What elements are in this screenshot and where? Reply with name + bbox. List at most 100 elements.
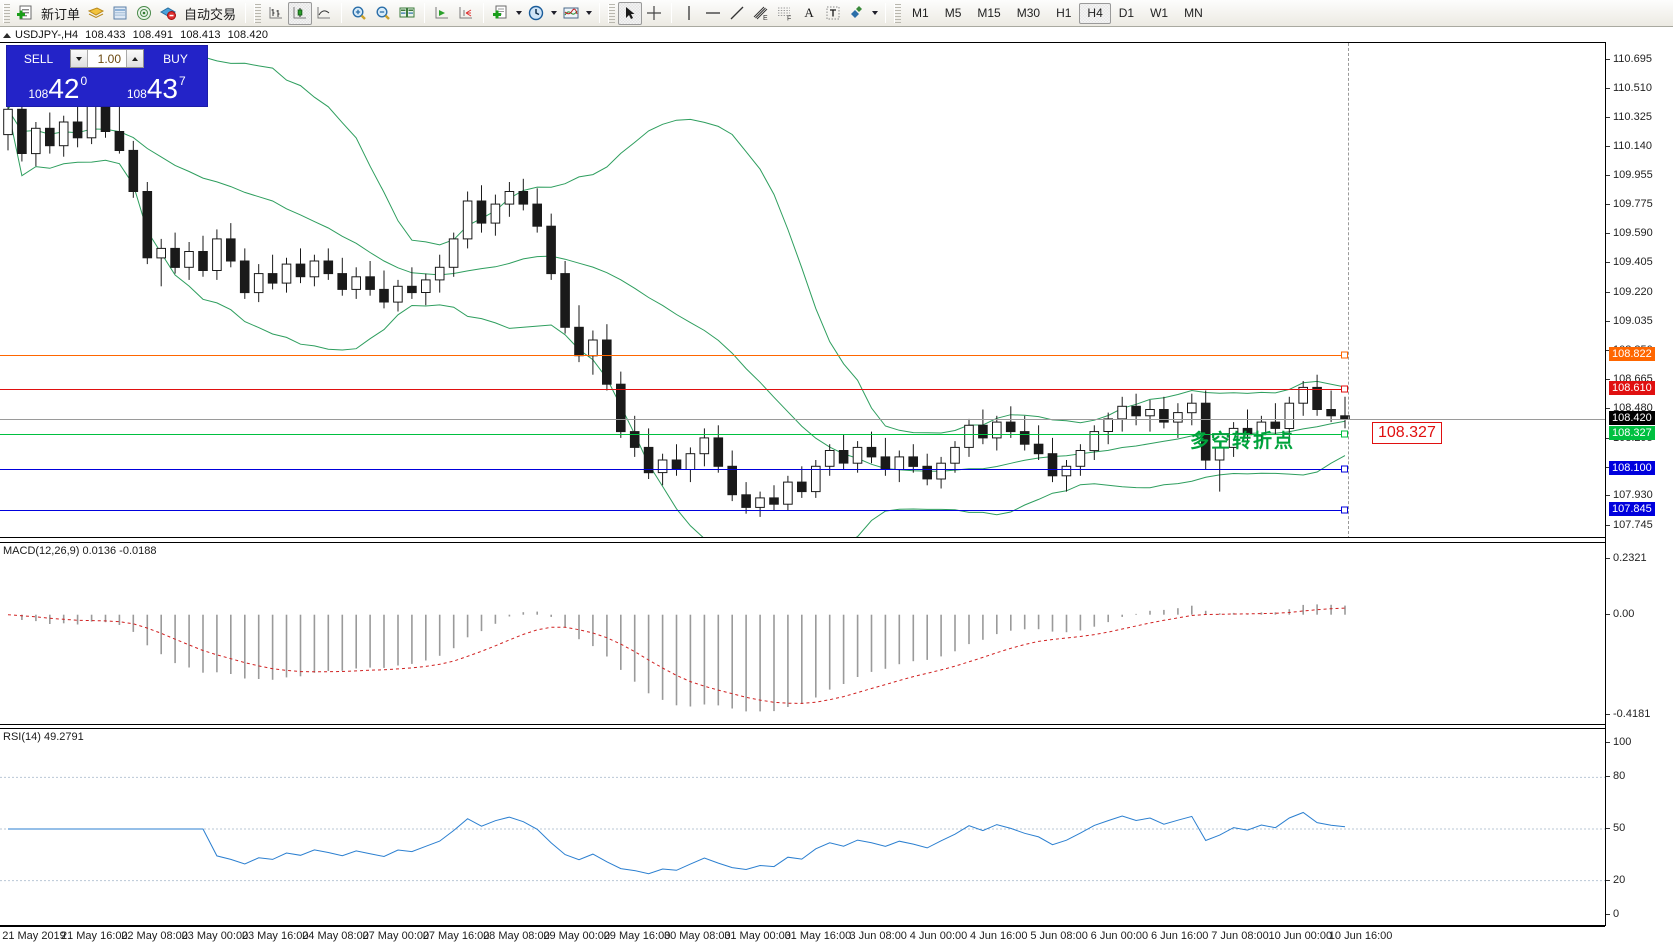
candle (128, 140, 139, 198)
line-chart-icon[interactable] (312, 2, 336, 25)
candle (1256, 415, 1267, 448)
sell-price-prefix: 108 (28, 87, 49, 101)
price-level-badge[interactable]: 107.845 (1609, 501, 1655, 516)
toolbar-grip[interactable] (254, 3, 262, 23)
buy-price[interactable]: 108 43 7 (109, 69, 205, 104)
equidistant-channel-icon[interactable]: E (749, 2, 773, 25)
price-axis[interactable]: 110.695 110.510 110.325 110.140 109.955 109.7… (1605, 42, 1673, 926)
trendline-icon[interactable] (725, 2, 749, 25)
timeframe-w1[interactable]: W1 (1150, 6, 1169, 20)
symbol-info-bar: USDJPY-,H4 108.433 108.491 108.413 108.4… (0, 28, 268, 42)
sell-price[interactable]: 108 42 0 (10, 69, 106, 104)
new-order-label[interactable]: 新订单 (41, 7, 81, 23)
time-axis-label: 10 Jun 00:00 (1268, 930, 1333, 942)
time-axis-label: 23 May 16:00 (241, 930, 309, 942)
timeframe-m30[interactable]: M30 (1016, 6, 1041, 20)
timeframe-h4[interactable]: H4 (1079, 2, 1111, 24)
price-axis-tick (1606, 408, 1610, 410)
time-axis-label: 23 May 00:00 (181, 930, 249, 942)
timeframe-m1[interactable]: M1 (912, 6, 929, 20)
price-level-line[interactable] (0, 509, 1348, 511)
zoom-out-icon[interactable] (371, 2, 395, 25)
chart-shift-icon[interactable] (430, 2, 454, 25)
market-watch-icon[interactable] (108, 2, 132, 25)
candle (1159, 396, 1169, 429)
horizontal-line-icon[interactable] (701, 2, 725, 25)
price-level-handle[interactable] (1341, 465, 1348, 473)
auto-scroll-icon[interactable] (454, 2, 478, 25)
price-level-line[interactable] (0, 355, 1348, 357)
price-level-badge[interactable]: 108.420 (1609, 410, 1655, 425)
rsi-chart-svg (0, 776, 1605, 882)
volume-value[interactable]: 1.00 (97, 51, 121, 66)
time-axis[interactable]: 21 May 2019 21 May 16:00 22 May 08:00 23 Ma… (0, 926, 1605, 951)
buy-button[interactable]: BUY (163, 51, 188, 66)
candlestick-chart-icon[interactable] (288, 1, 313, 25)
price-level-line[interactable] (0, 469, 1348, 471)
period-icon[interactable] (524, 2, 548, 25)
sell-button[interactable]: SELL (23, 51, 54, 66)
autotrading-label[interactable]: 自动交易 (184, 7, 237, 23)
vertical-line-icon[interactable] (677, 2, 701, 25)
timeframe-mn[interactable]: MN (1184, 6, 1203, 20)
volume-increment-button[interactable] (126, 50, 143, 67)
price-axis-label: 109.220 (1613, 285, 1653, 298)
buy-price-main: 43 (146, 73, 178, 104)
new-order-icon[interactable] (13, 2, 37, 25)
price-level-badge[interactable]: 108.822 (1609, 347, 1655, 362)
objects-icon[interactable] (845, 2, 869, 25)
price-level-line[interactable] (0, 388, 1348, 390)
price-level-handle[interactable] (1341, 430, 1348, 438)
profiles-icon[interactable] (84, 2, 108, 25)
price-level-handle[interactable] (1341, 351, 1348, 359)
rsi-pane[interactable]: RSI(14) 49.2791 (0, 728, 1605, 926)
indicators-icon[interactable] (559, 2, 583, 25)
toolbar-separator (885, 3, 887, 23)
templates-icon[interactable] (489, 2, 513, 25)
cursor-icon[interactable] (618, 1, 643, 25)
price-level-badge[interactable]: 108.327 (1609, 425, 1655, 440)
templates-dropdown-caret[interactable] (513, 3, 524, 24)
price-level-handle[interactable] (1341, 506, 1348, 514)
volume-decrement-button[interactable] (71, 50, 88, 67)
timeframe-h1[interactable]: H1 (1056, 6, 1072, 20)
price-level-line[interactable] (0, 433, 1348, 435)
indicators-dropdown-caret[interactable] (583, 3, 594, 24)
time-axis-label: 31 May 00:00 (724, 930, 791, 942)
chart-container[interactable]: 多空转折点 108.327 MACD(12,26,9) 0.0136 -0.01… (0, 42, 1673, 951)
buy-price-prefix: 108 (126, 87, 147, 101)
collapse-triangle-icon[interactable] (3, 32, 11, 38)
candle (1326, 390, 1336, 423)
autotrading-icon[interactable] (156, 2, 180, 25)
toolbar-grip[interactable] (894, 3, 902, 23)
text-label-icon[interactable] (821, 2, 845, 25)
objects-dropdown-caret[interactable] (869, 3, 880, 24)
timeframe-d1[interactable]: D1 (1118, 6, 1135, 20)
price-pane[interactable]: 多空转折点 108.327 (0, 42, 1605, 538)
price-level-line[interactable] (0, 418, 1605, 420)
time-axis-label: 21 May 16:00 (60, 930, 128, 942)
price-level-handle[interactable] (1341, 385, 1348, 393)
candle (490, 194, 501, 236)
period-dropdown-caret[interactable] (548, 3, 559, 24)
candle (45, 112, 55, 154)
toolbar-grip[interactable] (608, 3, 616, 23)
macd-axis-label: 0.00 (1613, 607, 1635, 620)
navigator-icon[interactable] (132, 2, 156, 25)
crosshair-icon[interactable] (642, 2, 666, 25)
candle (602, 324, 612, 391)
price-level-badge[interactable]: 108.610 (1609, 380, 1655, 395)
toolbar-grip[interactable] (3, 3, 10, 23)
fibonacci-icon[interactable]: F (773, 2, 797, 25)
timeframe-m15[interactable]: M15 (977, 6, 1001, 20)
sell-price-pip: 0 (80, 74, 88, 88)
bar-chart-icon[interactable] (264, 2, 288, 25)
text-icon[interactable]: A (804, 5, 814, 20)
timeframe-m5[interactable]: M5 (944, 6, 962, 20)
macd-pane[interactable]: MACD(12,26,9) 0.0136 -0.0188 (0, 542, 1605, 725)
price-level-badge[interactable]: 108.100 (1609, 461, 1655, 476)
tile-windows-icon[interactable] (395, 2, 419, 25)
zoom-in-icon[interactable] (347, 2, 371, 25)
candle (1061, 460, 1072, 492)
volume-stepper[interactable]: 1.00 (70, 49, 144, 68)
